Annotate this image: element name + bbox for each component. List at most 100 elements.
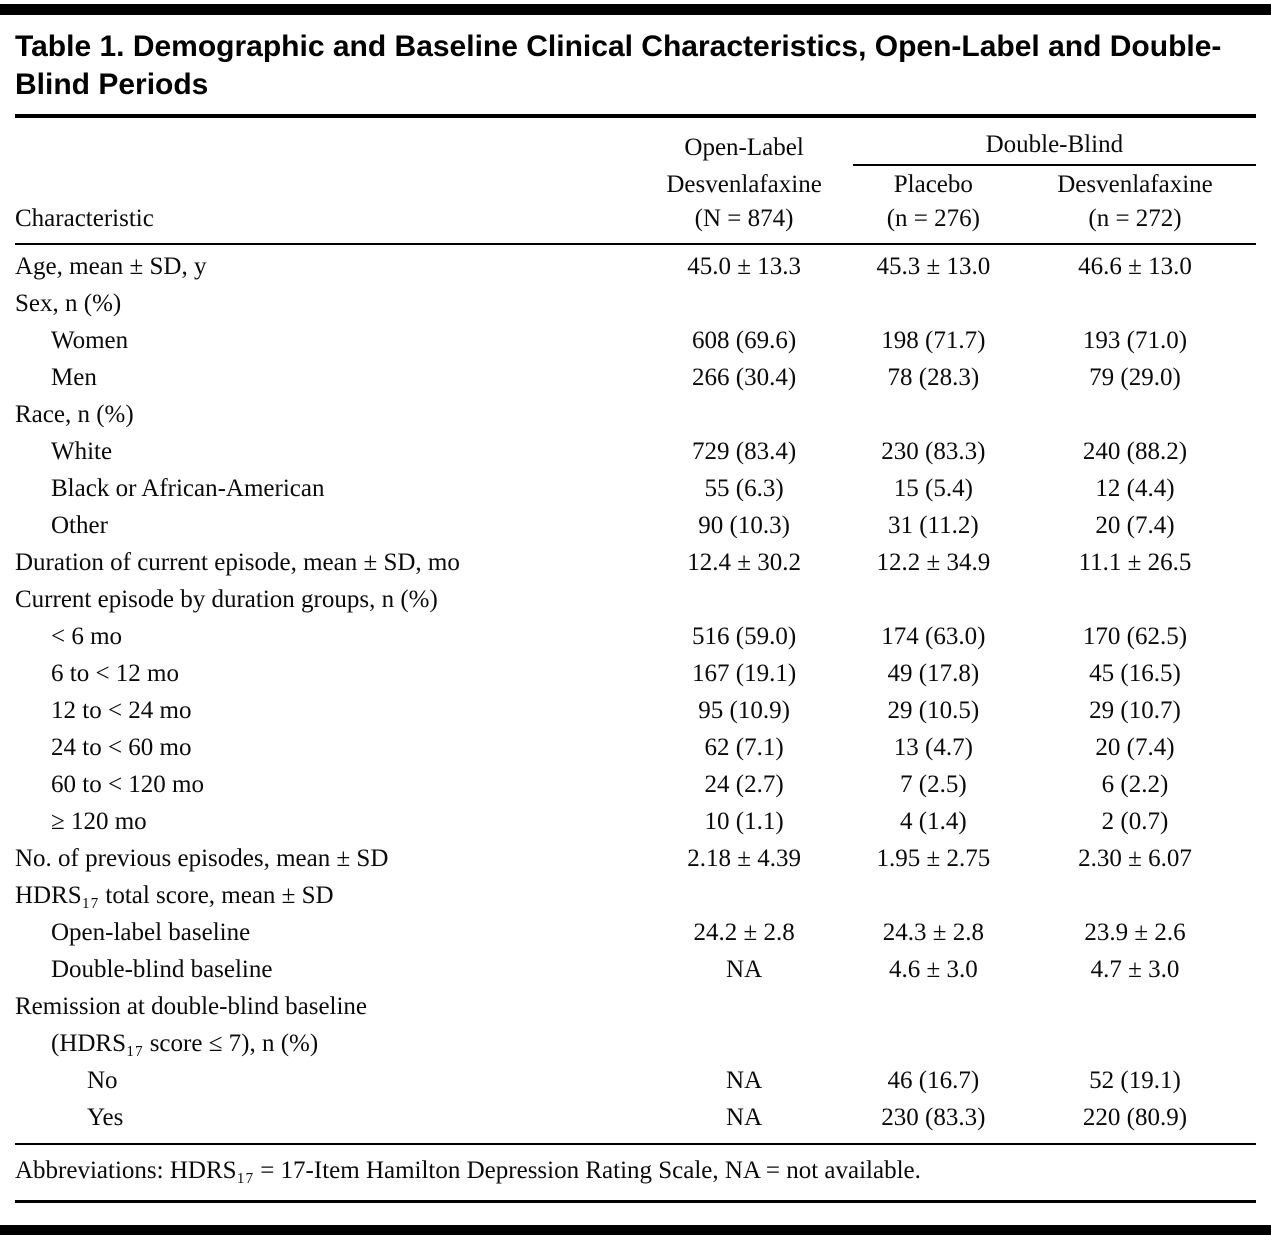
table-body: Age, mean ± SD, y 45.0 ± 13.3 45.3 ± 13.… (15, 244, 1256, 1144)
row-value: 29 (10.5) (887, 697, 980, 725)
row-value (853, 989, 1014, 1026)
row-value: NA (726, 956, 763, 984)
table-row: 6 to < 12 mo 167 (19.1) 49 (17.8) 45 (16… (15, 656, 1256, 693)
table-row: Age, mean ± SD, y 45.0 ± 13.3 45.3 ± 13.… (15, 244, 1256, 286)
header-desvenlafaxine-n: (n = 272) (1088, 204, 1182, 232)
row-value: 4.7 ± 3.0 (1090, 956, 1180, 984)
row-value: 95 (10.9) (698, 697, 790, 725)
table-row: Men 266 (30.4) 78 (28.3) 79 (29.0) (15, 360, 1256, 397)
row-label: Men (51, 364, 97, 392)
row-value: 24.3 ± 2.8 (882, 919, 984, 947)
row-value (1014, 1026, 1256, 1063)
row-label: Black or African-American (51, 475, 325, 503)
row-label: White (51, 438, 113, 466)
row-value (636, 989, 853, 1026)
header-double-blind-spanner: Double-Blind (852, 118, 1256, 166)
row-value: 78 (28.3) (887, 364, 980, 392)
table-row: Remission at double-blind baseline (15, 989, 1256, 1026)
table-row: Open-label baseline 24.2 ± 2.8 24.3 ± 2.… (15, 915, 1256, 952)
row-value: 167 (19.1) (692, 660, 797, 688)
row-value (1014, 878, 1256, 915)
row-label: (HDRS₁₇ score ≤ 7), n (%) (51, 1030, 319, 1058)
row-value: 29 (10.7) (1089, 697, 1181, 725)
row-label: Other (51, 512, 108, 540)
header-open-label-group: Desvenlafaxine (N = 874) (635, 164, 853, 246)
row-label: Duration of current episode, mean ± SD, … (15, 549, 460, 577)
row-value: 31 (11.2) (887, 512, 979, 540)
row-value: 10 (1.1) (704, 808, 784, 836)
table-row: ≥ 120 mo 10 (1.1) 4 (1.4) 2 (0.7) (15, 804, 1256, 841)
row-value: NA (726, 1067, 763, 1095)
header-placebo-label: Placebo (893, 170, 973, 198)
table-title: Table 1. Demographic and Baseline Clinic… (15, 30, 1222, 102)
row-value: 220 (80.9) (1082, 1104, 1188, 1132)
header-row-spanner: Open-Label Double-Blind (15, 118, 1256, 166)
header-placebo-group: Placebo (n = 276) (852, 164, 1014, 246)
row-value: 24 (2.7) (704, 771, 784, 799)
row-value: 13 (4.7) (893, 734, 973, 762)
row-label: HDRS₁₇ total score, mean ± SD (15, 882, 334, 910)
row-value (853, 1026, 1014, 1063)
row-value: 174 (63.0) (881, 623, 986, 651)
header-open-label-line2: Desvenlafaxine (666, 170, 822, 198)
row-label: Sex, n (%) (15, 290, 122, 318)
table-row: Women 608 (69.6) 198 (71.7) 193 (71.0) (15, 323, 1256, 360)
row-label: Double-blind baseline (51, 956, 273, 984)
row-label: Age, mean ± SD, y (15, 253, 207, 281)
table-row: 60 to < 120 mo 24 (2.7) 7 (2.5) 6 (2.2) (15, 767, 1256, 804)
header-open-label-line1: Open-Label (684, 134, 804, 162)
row-value: 230 (83.3) (881, 1104, 986, 1132)
row-value: 198 (71.7) (881, 327, 986, 355)
row-value: 230 (83.3) (881, 438, 986, 466)
row-value: 193 (71.0) (1082, 327, 1188, 355)
row-value: 6 (2.2) (1101, 771, 1169, 799)
row-value: 1.95 ± 2.75 (876, 845, 991, 873)
row-label: Race, n (%) (15, 401, 134, 429)
title-rule (15, 114, 1256, 119)
row-value (636, 1026, 853, 1063)
header-characteristic: Characteristic (15, 164, 636, 246)
row-value: 23.9 ± 2.6 (1084, 919, 1186, 947)
row-value: 2.18 ± 4.39 (687, 845, 801, 873)
row-value: 20 (7.4) (1095, 512, 1175, 540)
row-value: 4 (1.4) (900, 808, 967, 836)
row-label: No. of previous episodes, mean ± SD (15, 845, 389, 873)
row-value (853, 286, 1014, 323)
row-value (1014, 286, 1256, 323)
row-value: 62 (7.1) (704, 734, 784, 762)
row-value: 12.2 ± 34.9 (876, 549, 991, 577)
table-row: Black or African-American 55 (6.3) 15 (5… (15, 471, 1256, 508)
table-row: HDRS₁₇ total score, mean ± SD (15, 878, 1256, 915)
row-label: Remission at double-blind baseline (15, 993, 368, 1021)
row-value: 2 (0.7) (1101, 808, 1169, 836)
row-value (636, 397, 853, 434)
row-value (853, 397, 1014, 434)
row-value (636, 878, 853, 915)
row-value: NA (726, 1104, 763, 1132)
row-value: 170 (62.5) (1082, 623, 1188, 651)
row-value: 45.3 ± 13.0 (876, 253, 991, 281)
table-row: 24 to < 60 mo 62 (7.1) 13 (4.7) 20 (7.4) (15, 730, 1256, 767)
row-value: 240 (88.2) (1082, 438, 1188, 466)
abbreviations-footnote: Abbreviations: HDRS₁₇ = 17-Item Hamilton… (15, 1145, 1256, 1203)
row-value: 24.2 ± 2.8 (693, 919, 795, 947)
row-value: 45 (16.5) (1089, 660, 1181, 688)
header-desvenlafaxine-group: Desvenlafaxine (n = 272) (1014, 164, 1256, 246)
row-value: 608 (69.6) (692, 327, 797, 355)
table-row: Race, n (%) (15, 397, 1256, 434)
table-row: No. of previous episodes, mean ± SD 2.18… (15, 841, 1256, 878)
table-row: Duration of current episode, mean ± SD, … (15, 545, 1256, 582)
row-value: 49 (17.8) (887, 660, 980, 688)
top-rule (0, 4, 1271, 15)
row-value (1014, 582, 1256, 619)
row-label: Current episode by duration groups, n (%… (15, 586, 438, 614)
table-row: No NA 46 (16.7) 52 (19.1) (15, 1063, 1256, 1100)
header-desvenlafaxine-label: Desvenlafaxine (1057, 170, 1213, 198)
bottom-rule (0, 1224, 1271, 1235)
header-placebo-n: (n = 276) (886, 204, 980, 232)
row-value: 2.30 ± 6.07 (1078, 845, 1192, 873)
row-value (1014, 989, 1256, 1026)
row-value (853, 582, 1014, 619)
header-open-label-n: (N = 874) (694, 204, 794, 232)
row-label: Women (51, 327, 129, 355)
